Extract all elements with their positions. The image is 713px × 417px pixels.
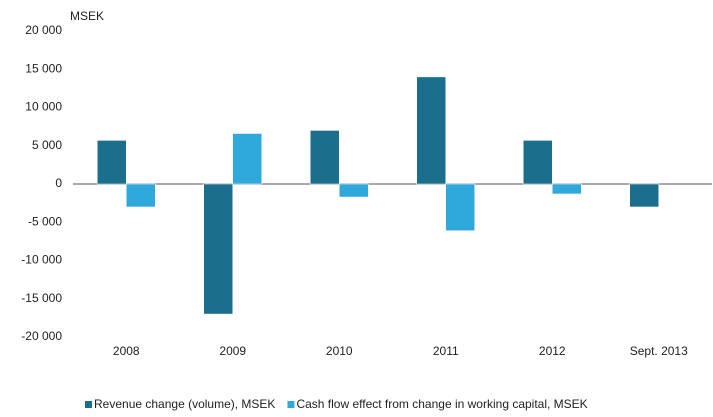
y-tick-label: -5 000 (28, 214, 62, 228)
x-tick-label: 2011 (433, 344, 459, 358)
y-tick-label: 15 000 (25, 61, 62, 75)
bar (523, 140, 553, 185)
x-tick-label: 2008 (113, 344, 140, 358)
bar (310, 130, 340, 185)
y-tick-label: 5 000 (32, 138, 62, 152)
y-tick-label: -10 000 (21, 253, 62, 267)
bar (126, 183, 156, 208)
bar (232, 133, 262, 185)
x-tick-label: 2010 (326, 344, 353, 358)
bar (203, 183, 233, 315)
bar (629, 183, 659, 208)
y-tick-label: 20 000 (25, 23, 62, 37)
x-tick-label: 2009 (219, 344, 246, 358)
bar (339, 183, 369, 198)
x-tick-label: Sept. 2013 (630, 344, 688, 358)
y-axis-label: MSEK (70, 9, 104, 23)
y-tick-label: 0 (55, 176, 62, 190)
legend-swatch (85, 401, 92, 408)
y-tick-label: -15 000 (21, 291, 62, 305)
bar (552, 183, 582, 195)
legend-label: Cash flow effect from change in working … (296, 397, 587, 411)
bar (445, 183, 475, 231)
y-tick-label: -20 000 (21, 329, 62, 343)
legend-label: Revenue change (volume), MSEK (94, 397, 275, 411)
y-tick-label: 10 000 (25, 100, 62, 114)
bar (416, 76, 446, 185)
x-tick-label: 2012 (539, 344, 566, 358)
bar (97, 140, 127, 185)
legend-swatch (287, 401, 295, 408)
